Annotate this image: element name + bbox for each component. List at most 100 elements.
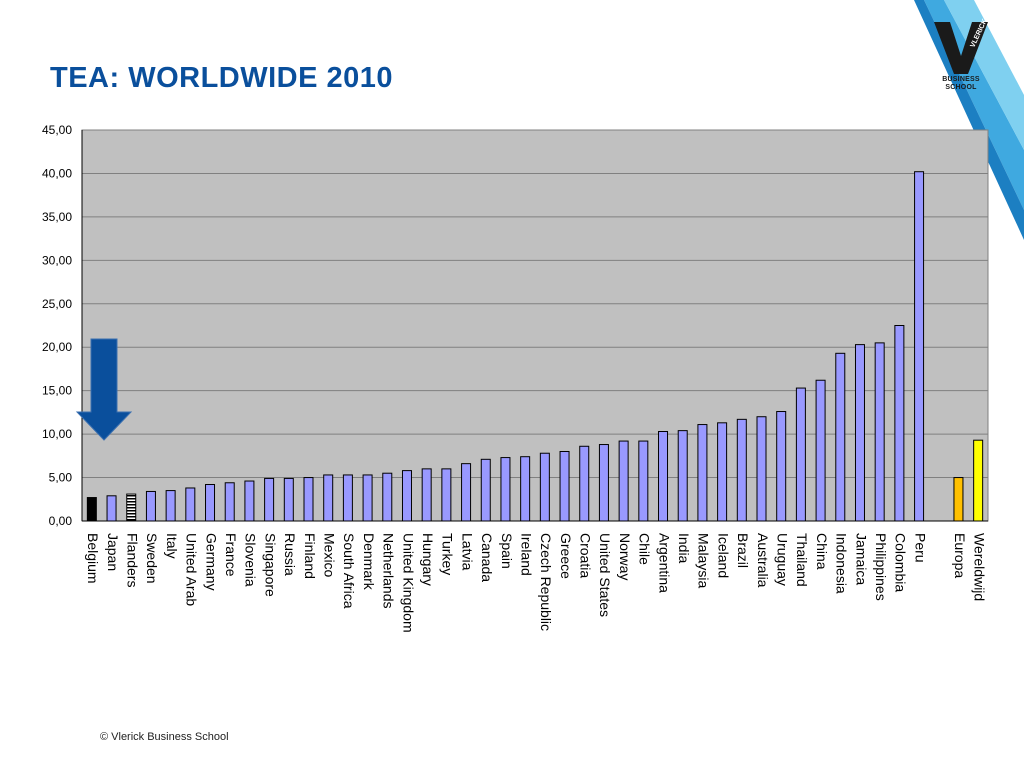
bar: [401, 470, 412, 522]
x-category-label: Sweden: [144, 533, 160, 584]
bar: [520, 456, 531, 522]
bar: [914, 171, 925, 522]
x-category-label: Iceland: [715, 533, 731, 578]
bar: [480, 458, 491, 522]
x-category-label: Belgium: [85, 533, 101, 584]
bar: [421, 468, 432, 522]
x-category-label: Canada: [479, 533, 495, 582]
x-category-label: Brazil: [735, 533, 751, 568]
x-category-label: Singapore: [262, 533, 278, 597]
x-category-label: United States: [597, 533, 613, 617]
bar: [579, 445, 590, 522]
bar: [441, 468, 452, 522]
x-category-label: Slovenia: [243, 533, 259, 587]
logo-text-school: SCHOOL: [945, 84, 977, 91]
bars: [86, 171, 984, 522]
bar: [618, 440, 629, 522]
x-category-label: Greece: [558, 533, 574, 579]
bar: [185, 487, 196, 522]
y-tick-label: 0,00: [49, 514, 73, 528]
x-category-label: Ireland: [518, 533, 534, 576]
x-category-label: United Arab: [184, 533, 200, 606]
x-category-label: Germany: [203, 533, 219, 591]
bar: [165, 490, 176, 522]
y-tick-label: 5,00: [49, 471, 73, 485]
bar: [264, 477, 275, 522]
bar: [461, 463, 472, 522]
x-category-label: Japan: [105, 533, 121, 571]
x-category-label: Netherlands: [381, 533, 397, 609]
bar: [658, 431, 669, 522]
bar: [854, 344, 865, 522]
y-tick-label: 15,00: [42, 384, 72, 398]
y-tick-label: 35,00: [42, 210, 72, 224]
bar: [362, 474, 373, 522]
x-category-label: Turkey: [440, 533, 456, 575]
bar: [795, 387, 806, 522]
bar: [677, 430, 688, 522]
bar: [342, 474, 353, 522]
bar: [874, 342, 885, 522]
x-axis-category-labels: Belgium Japan Flanders Sweden Italy United Ar…: [85, 533, 987, 633]
bar: [638, 440, 649, 522]
bar: [697, 424, 708, 522]
x-category-label: France: [223, 533, 239, 577]
x-category-label: Russia: [282, 533, 298, 576]
vlerick-v-mark-icon: VLERICK: [934, 18, 989, 74]
x-category-label: Argentina: [656, 533, 672, 593]
x-category-label: Uruguay: [774, 533, 790, 586]
x-category-label: Norway: [617, 533, 633, 580]
x-category-label: Finland: [302, 533, 318, 579]
x-category-label: Philippines: [873, 533, 889, 601]
bar: [303, 477, 314, 522]
x-category-label: United Kingdom: [400, 533, 416, 633]
x-category-label: Spain: [499, 533, 515, 569]
bar: [500, 457, 511, 522]
x-category-label: China: [814, 533, 830, 570]
bar: [539, 452, 550, 522]
x-category-label: Malaysia: [696, 533, 712, 588]
x-category-label: Croatia: [578, 533, 594, 578]
bar: [283, 477, 294, 522]
x-category-label: Latvia: [459, 533, 475, 571]
x-category-label: Denmark: [361, 533, 377, 591]
x-category-label: Colombia: [893, 533, 909, 592]
bar: [835, 352, 846, 522]
y-tick-label: 10,00: [42, 427, 72, 441]
x-category-label: Czech Republic: [538, 533, 554, 631]
x-category-label: Australia: [755, 533, 771, 588]
bar: [598, 444, 609, 522]
y-tick-label: 30,00: [42, 253, 72, 267]
bar: [205, 484, 216, 522]
footer-copyright: © Vlerick Business School: [100, 731, 229, 743]
x-category-label: Flanders: [125, 533, 141, 587]
bar: [736, 418, 747, 522]
vlerick-logo: VLERICK BUSINESS SCHOOL: [928, 18, 994, 98]
x-category-label: Jamaica: [853, 533, 869, 585]
bar: [86, 497, 97, 522]
bar: [894, 325, 905, 522]
bar: [224, 482, 235, 522]
slide-title: TEA: WORLDWIDE 2010: [50, 62, 394, 94]
bar: [323, 474, 334, 522]
y-tick-label: 40,00: [42, 166, 72, 180]
x-category-label: South Africa: [341, 533, 357, 609]
x-category-label: Thailand: [794, 533, 810, 587]
x-category-label: India: [676, 533, 692, 564]
bar: [559, 450, 570, 522]
y-tick-label: 25,00: [42, 297, 72, 311]
bar: [126, 493, 137, 522]
x-category-label: Wereldwijd: [971, 533, 987, 601]
y-axis-tick-labels: 0,00 5,00 10,00 15,00 20,00 25,00 30,00 35,00 40…: [42, 123, 72, 528]
bar: [382, 472, 393, 522]
x-category-label: Indonesia: [834, 533, 850, 594]
bar: [973, 439, 984, 522]
bar: [145, 490, 156, 522]
plot-area: [81, 129, 989, 522]
bar: [244, 480, 255, 522]
x-category-label: Italy: [164, 533, 180, 559]
x-category-label: Europa: [952, 533, 968, 578]
bar: [717, 422, 728, 522]
y-tick-label: 20,00: [42, 340, 72, 354]
